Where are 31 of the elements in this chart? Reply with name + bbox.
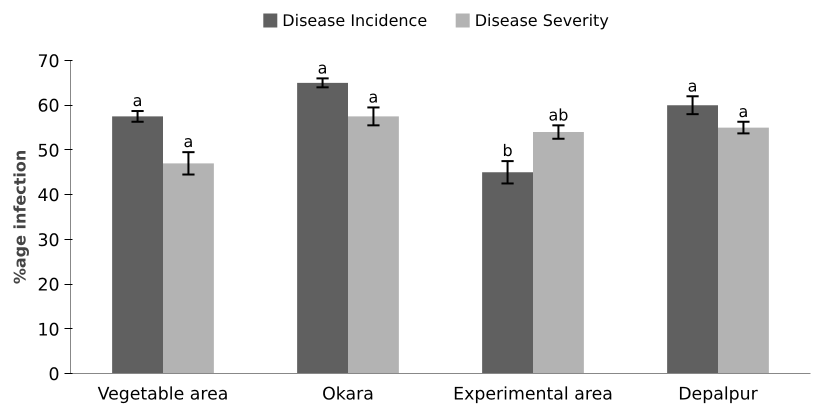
bar bbox=[163, 163, 214, 374]
x-tick-label: Depalpur bbox=[678, 384, 759, 404]
annotation: a bbox=[318, 58, 328, 78]
bar bbox=[718, 128, 769, 374]
bar bbox=[667, 105, 718, 374]
y-tick-label: 30 bbox=[37, 230, 60, 251]
y-tick-label: 40 bbox=[37, 186, 60, 206]
x-tick-label: Vegetable area bbox=[98, 384, 228, 404]
y-axis-title: %age infection bbox=[10, 150, 30, 284]
annotation: a bbox=[132, 91, 142, 110]
bar bbox=[482, 172, 533, 374]
annotation: a bbox=[184, 132, 194, 152]
y-tick-label: 10 bbox=[37, 320, 60, 340]
legend-label: Disease Severity bbox=[474, 11, 609, 30]
y-tick-label: 20 bbox=[37, 276, 60, 296]
y-tick-label: 60 bbox=[37, 96, 60, 117]
x-tick-label: Experimental area bbox=[453, 384, 613, 404]
annotation: ab bbox=[548, 105, 568, 124]
annotation: a bbox=[738, 102, 748, 121]
annotation: b bbox=[502, 141, 513, 160]
bar bbox=[112, 116, 163, 374]
y-tick-label: 70 bbox=[37, 52, 60, 72]
bar bbox=[533, 132, 584, 374]
y-tick-label: 0 bbox=[48, 365, 60, 385]
x-tick-label: Okara bbox=[322, 384, 374, 404]
legend-label: Disease Incidence bbox=[282, 11, 428, 30]
bar bbox=[348, 116, 399, 374]
y-tick-label: 50 bbox=[37, 141, 60, 162]
bar bbox=[297, 82, 348, 374]
annotation: a bbox=[368, 87, 378, 106]
annotation: a bbox=[688, 76, 698, 96]
